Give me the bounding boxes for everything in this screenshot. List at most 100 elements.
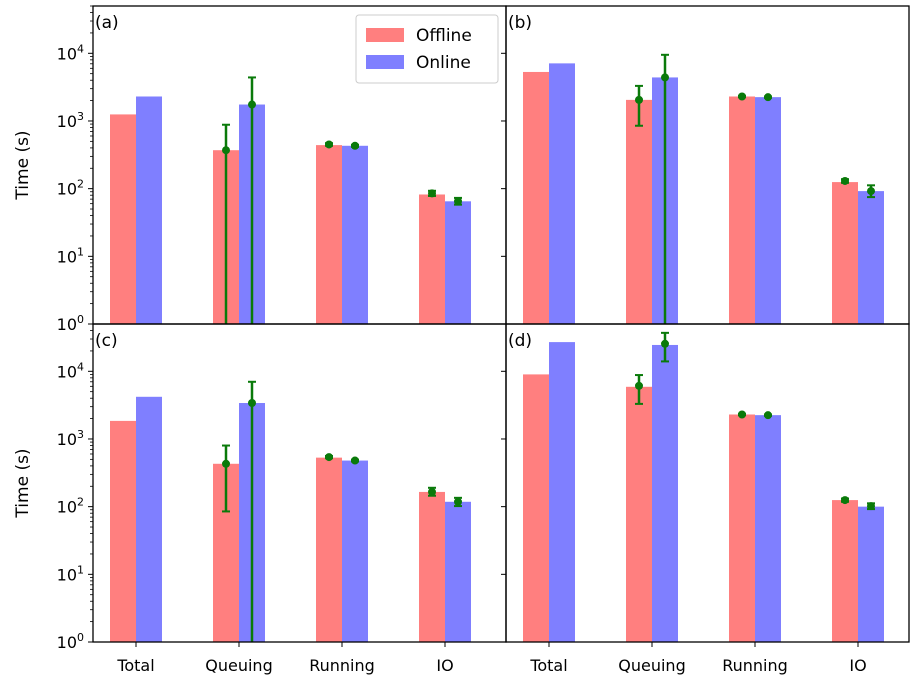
errorbar-mean-marker: [428, 487, 436, 496]
y-tick-label: 104: [57, 42, 84, 63]
errorbar-offline-running: [325, 140, 333, 149]
bar-online-queuing: [652, 344, 678, 642]
bar-online-io: [445, 201, 471, 324]
errorbar-online-io: [867, 184, 875, 199]
errorbar-online-io: [454, 496, 462, 508]
bar-offline-running: [316, 145, 342, 324]
bar-online-total: [136, 396, 162, 642]
y-axis-label: Time (s): [13, 448, 33, 518]
bar-offline-running: [729, 414, 755, 642]
errorbar-mean-marker: [867, 187, 875, 196]
bar-offline-io: [419, 194, 445, 324]
errorbar-mean-marker: [248, 399, 256, 408]
errorbar-offline-queuing: [635, 84, 643, 127]
bar-online-running: [342, 460, 368, 642]
bar-online-running: [755, 415, 781, 642]
errorbar-online-queuing: [661, 53, 669, 324]
errorbar-mean-marker: [841, 176, 849, 185]
errorbar-offline-io: [841, 496, 849, 505]
legend-swatch-offline: [366, 28, 404, 42]
y-tick-label: 101: [57, 563, 84, 584]
errorbar-online-io: [867, 502, 875, 511]
bar-offline-total: [523, 71, 549, 324]
x-tick-label-io: IO: [436, 656, 453, 675]
errorbar-mean-marker: [635, 95, 643, 104]
bar-offline-io: [832, 500, 858, 642]
y-tick-label: 103: [57, 110, 84, 131]
x-tick-label-total: Total: [529, 656, 567, 675]
legend: Offline Online: [355, 14, 499, 84]
y-tick-label: 100: [57, 631, 84, 652]
errorbar-online-queuing: [248, 380, 256, 642]
panel-b: (b): [501, 5, 910, 325]
bar-offline-total: [110, 114, 136, 324]
bar-online-running: [755, 97, 781, 325]
errorbar-mean-marker: [867, 502, 875, 511]
errorbar-offline-io: [428, 486, 436, 497]
errorbar-online-running: [351, 141, 359, 150]
errorbar-mean-marker: [351, 456, 359, 465]
bar-offline-total: [523, 374, 549, 642]
legend-label-offline: Offline: [416, 26, 472, 46]
legend-swatch-online: [366, 55, 404, 69]
errorbar-mean-marker: [428, 189, 436, 198]
errorbar-online-queuing: [248, 76, 256, 324]
errorbar-mean-marker: [222, 459, 230, 468]
errorbar-mean-marker: [635, 381, 643, 390]
bar-offline-running: [316, 457, 342, 642]
bar-online-io: [858, 191, 884, 324]
errorbar-mean-marker: [661, 339, 669, 348]
x-tick-label-running: Running: [309, 656, 375, 675]
panels-layer: (a) 100 101 102 103 104 (b) (c) 100 101 102 103 104 T…: [57, 5, 910, 675]
y-tick-label: 102: [57, 178, 84, 199]
errorbar-offline-queuing: [222, 444, 230, 513]
bar-online-io: [445, 501, 471, 642]
x-tick-label-queuing: Queuing: [205, 656, 272, 675]
bar-offline-queuing: [626, 99, 652, 324]
bar-online-io: [858, 506, 884, 642]
bar-offline-io: [832, 182, 858, 324]
errorbar-mean-marker: [325, 140, 333, 149]
x-tick-label-io: IO: [849, 656, 866, 675]
errorbar-mean-marker: [222, 146, 230, 155]
panel-label: (a): [95, 13, 119, 33]
y-tick-label: 104: [57, 360, 84, 381]
x-tick-label-running: Running: [722, 656, 788, 675]
errorbar-mean-marker: [841, 496, 849, 505]
errorbar-mean-marker: [764, 93, 772, 102]
errorbar-mean-marker: [764, 411, 772, 420]
panel-c: (c) 100 101 102 103 104 Total Queuing Running IO: [57, 323, 507, 675]
bar-offline-total: [110, 420, 136, 642]
bar-online-total: [549, 63, 575, 325]
panel-frame: [505, 323, 910, 643]
errorbar-mean-marker: [454, 197, 462, 206]
y-tick-label: 102: [57, 496, 84, 517]
y-tick-label: 100: [57, 313, 84, 334]
errorbar-online-running: [764, 411, 772, 420]
errorbar-mean-marker: [248, 100, 256, 109]
errorbar-online-running: [764, 93, 772, 102]
errorbar-offline-io: [428, 189, 436, 198]
errorbar-offline-running: [738, 92, 746, 101]
bar-offline-running: [729, 96, 755, 324]
panel-label: (d): [508, 331, 532, 351]
y-axis-label: Time (s): [13, 130, 33, 200]
y-tick-label: 103: [57, 428, 84, 449]
errorbar-online-io: [454, 196, 462, 206]
errorbar-offline-running: [738, 410, 746, 419]
labels-layer: Time (s) Time (s): [13, 130, 33, 518]
x-tick-label-total: Total: [116, 656, 154, 675]
bar-online-total: [136, 96, 162, 324]
errorbar-mean-marker: [738, 410, 746, 419]
errorbar-online-queuing: [661, 331, 669, 363]
errorbar-offline-queuing: [635, 374, 643, 405]
panel-d: (d) Total Queuing Running IO: [501, 323, 910, 675]
bar-online-total: [549, 342, 575, 642]
errorbar-mean-marker: [661, 73, 669, 82]
errorbar-mean-marker: [325, 453, 333, 462]
y-tick-label: 101: [57, 245, 84, 266]
legend-label-online: Online: [416, 53, 471, 73]
x-tick-label-queuing: Queuing: [618, 656, 685, 675]
panel-label: (b): [508, 13, 532, 33]
